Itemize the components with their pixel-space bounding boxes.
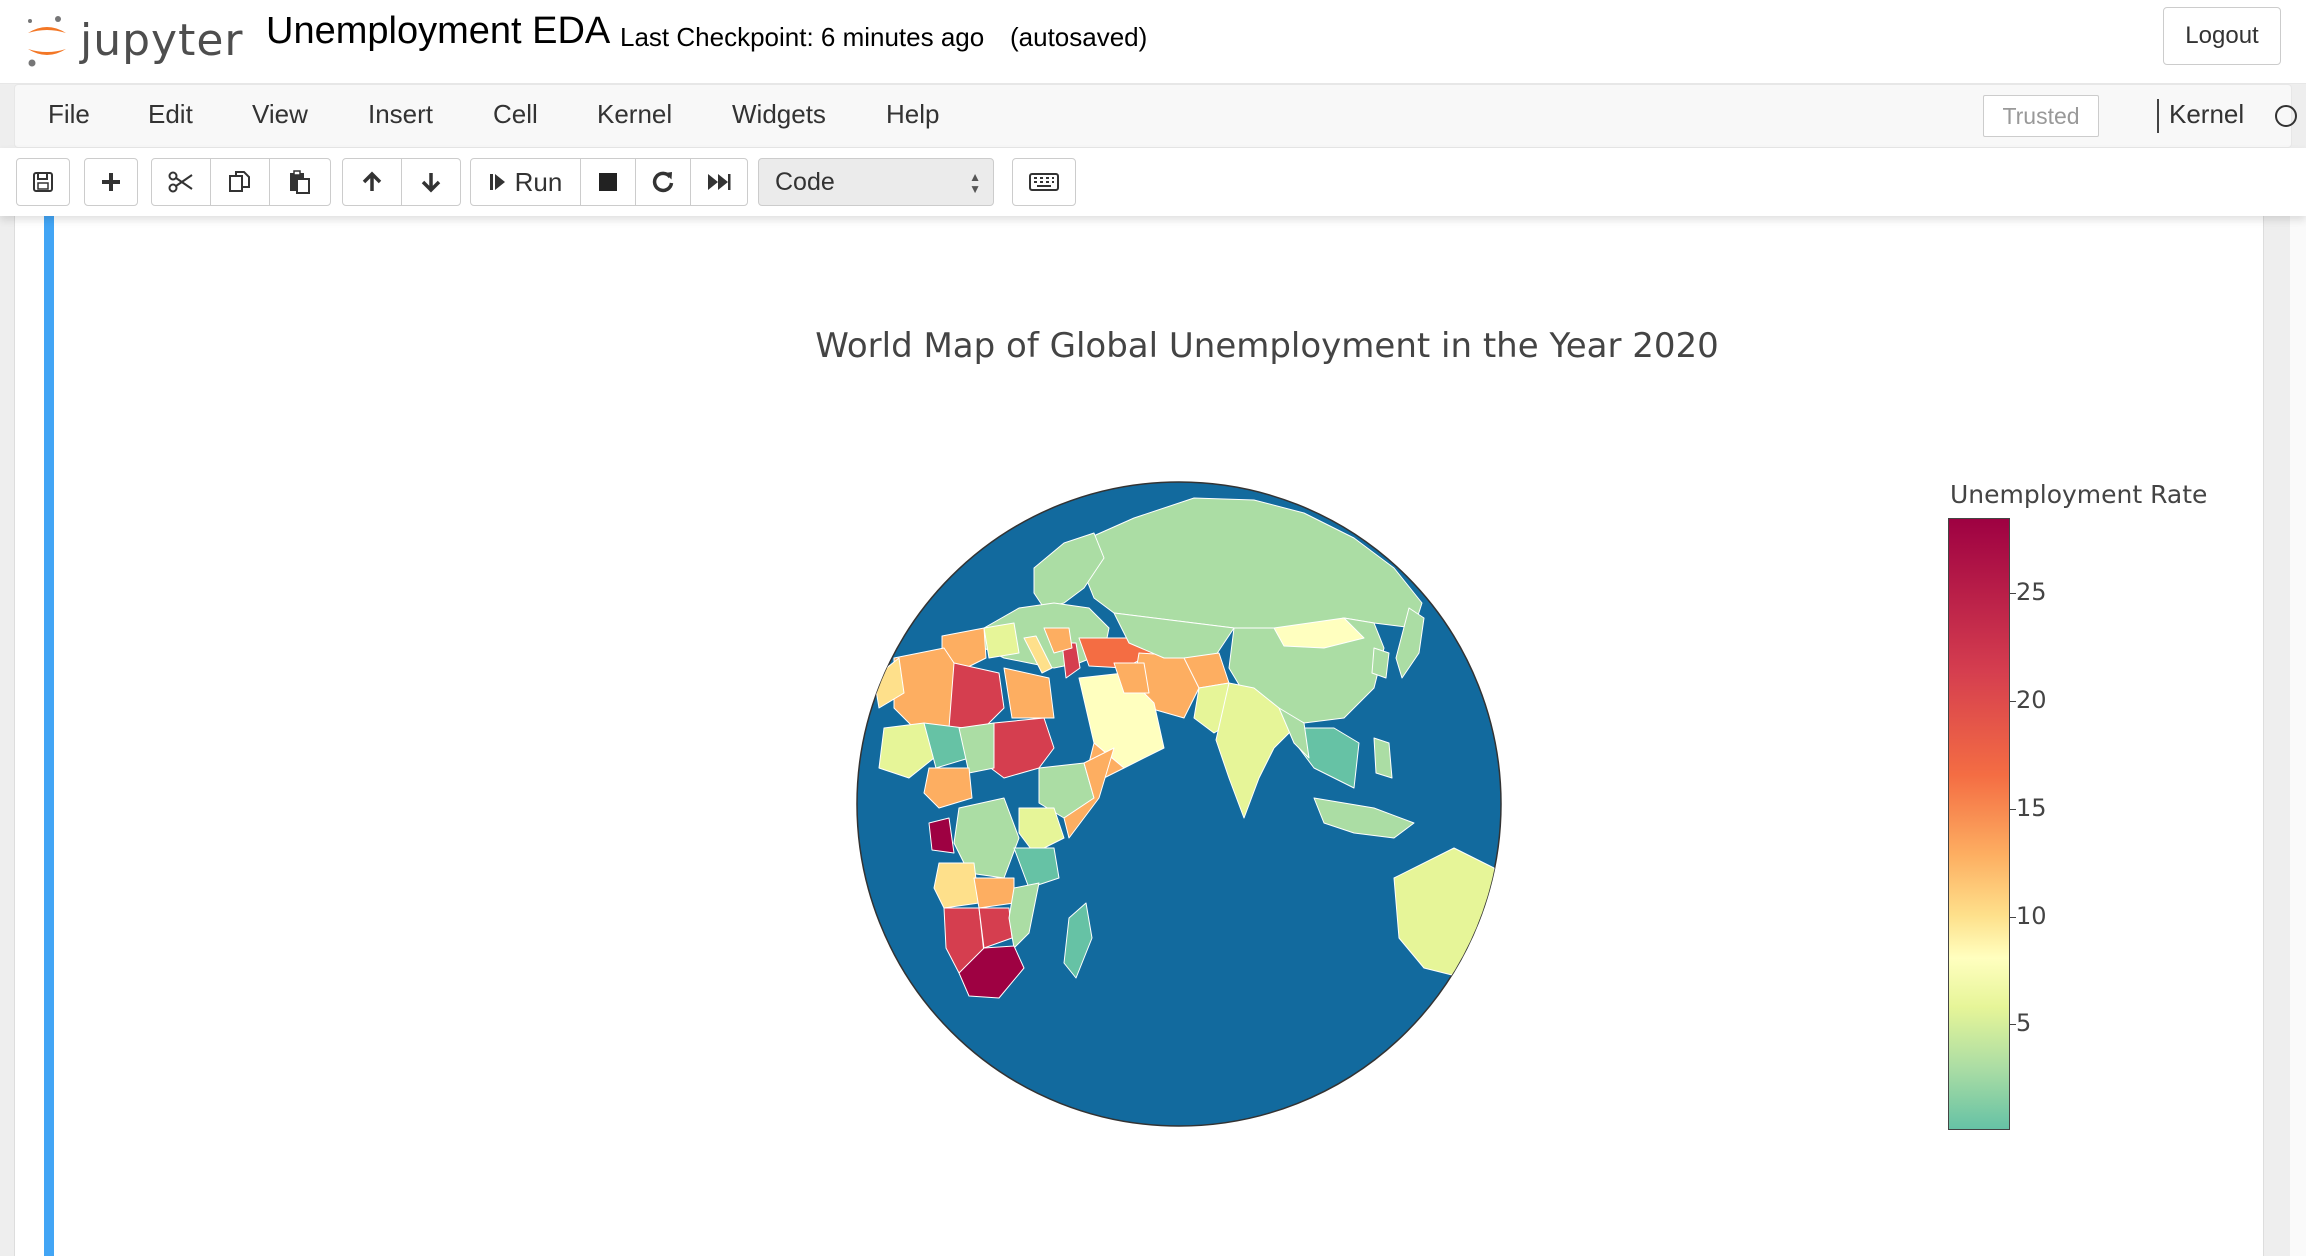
colorbar-tick-label: 5	[2016, 1009, 2032, 1038]
map-country-madagascar	[1063, 902, 1093, 979]
run-icon	[489, 174, 505, 190]
map-country-nigeria	[923, 767, 973, 809]
run-button[interactable]: Run	[470, 158, 581, 206]
map-country-libya	[948, 662, 1005, 734]
stop-icon	[599, 173, 617, 191]
fast-forward-icon	[708, 174, 731, 190]
colorbar-tick-mark	[2010, 916, 2016, 918]
restart-icon	[652, 171, 674, 193]
menu-file[interactable]: File	[48, 99, 90, 129]
notebook-title[interactable]: Unemployment EDA	[266, 10, 611, 52]
paste-button[interactable]	[269, 158, 331, 206]
kernel-idle-icon	[2275, 105, 2297, 127]
copy-button[interactable]	[210, 158, 270, 206]
notebook-header: jupyter Unemployment EDA Last Checkpoint…	[0, 0, 2306, 84]
insert-cell-button[interactable]	[84, 158, 138, 206]
command-palette-button[interactable]	[1012, 158, 1076, 206]
cut-button[interactable]	[151, 158, 211, 206]
colorbar-title: Unemployment Rate	[1950, 480, 2208, 509]
jupyter-logo-icon	[28, 16, 66, 67]
colorbar-tick-label: 20	[2016, 686, 2047, 715]
logo-text: jupyter	[80, 14, 244, 66]
map-country-chad	[958, 722, 995, 774]
map-country-gabon	[928, 817, 955, 854]
colorbar-tick-mark	[2010, 1024, 2016, 1026]
kernel-name: Kernel	[2157, 99, 2244, 133]
map-country-italy	[1023, 635, 1053, 674]
map-country-philippines	[1373, 737, 1393, 779]
move-down-button[interactable]	[401, 158, 461, 206]
map-country-india	[1215, 682, 1295, 819]
toolbar: Run Code ▲ ▼	[0, 148, 2306, 216]
map-country-france	[983, 622, 1020, 659]
map-country-myanmar	[1278, 707, 1310, 759]
map-country-japan	[1395, 607, 1425, 679]
orthographic-globe-map[interactable]	[854, 478, 1504, 1130]
menu-widgets[interactable]: Widgets	[732, 99, 826, 129]
map-country-zambia	[973, 877, 1015, 909]
copy-icon	[229, 171, 250, 192]
run-label: Run	[514, 166, 563, 197]
menu-view[interactable]: View	[252, 99, 308, 129]
map-country-angola	[933, 862, 980, 909]
colorbar-tick-mark	[2010, 593, 2016, 595]
scissors-icon	[168, 171, 193, 193]
cell-type-select[interactable]: Code ▲ ▼	[758, 158, 994, 206]
selected-cell-indicator	[44, 216, 54, 1256]
autosave-status: (autosaved)	[1010, 22, 1148, 52]
map-country-mali	[878, 722, 935, 779]
map-country-iraq	[1113, 662, 1150, 694]
menu-help[interactable]: Help	[886, 99, 940, 129]
keyboard-icon	[1029, 173, 1059, 191]
map-country-korea	[1371, 647, 1390, 679]
map-country-mongolia	[1273, 617, 1365, 649]
map-country-egypt	[1003, 667, 1055, 719]
colorbar-tick-mark	[2010, 808, 2016, 810]
logout-button[interactable]: Logout	[2163, 7, 2281, 65]
trusted-indicator[interactable]: Trusted	[1983, 95, 2099, 137]
restart-button[interactable]	[635, 158, 691, 206]
chart-title: World Map of Global Unemployment in the …	[815, 326, 1719, 366]
map-country-morocco	[873, 657, 905, 709]
paste-icon	[290, 170, 310, 194]
select-arrows-icon: ▲ ▼	[969, 170, 981, 196]
menu-insert[interactable]: Insert	[368, 99, 434, 129]
colorbar-tick-label: 10	[2016, 901, 2047, 930]
save-button[interactable]	[16, 158, 70, 206]
arrow-up-icon	[362, 171, 382, 191]
move-up-button[interactable]	[342, 158, 402, 206]
restart-run-all-button[interactable]	[690, 158, 748, 206]
menu-edit[interactable]: Edit	[148, 99, 193, 129]
cell-type-value: Code	[775, 167, 835, 196]
colorbar-tick-mark	[2010, 701, 2016, 703]
map-country-south-africa	[958, 945, 1025, 999]
map-country-tanzania	[1013, 847, 1060, 889]
arrow-down-icon	[421, 173, 441, 193]
interrupt-button[interactable]	[580, 158, 636, 206]
jupyter-logo[interactable]: jupyter	[24, 8, 244, 72]
menubar: File Edit View Insert Cell Kernel Widget…	[14, 84, 2297, 148]
colorbar-tick-label: 25	[2016, 578, 2047, 607]
map-region-southeast-asia	[1293, 727, 1360, 789]
map-country-indonesia	[1313, 797, 1415, 839]
map-country-mozambique	[1008, 882, 1040, 949]
colorbar-gradient	[1948, 518, 2010, 1130]
save-icon	[33, 172, 53, 192]
menu-cell[interactable]: Cell	[493, 99, 538, 129]
page-scrollbar[interactable]	[2290, 216, 2306, 1256]
colorbar-tick-label: 15	[2016, 793, 2047, 822]
menu-kernel[interactable]: Kernel	[597, 99, 673, 129]
map-region-balkans	[1043, 627, 1073, 654]
map-region-scandinavia	[1033, 532, 1105, 609]
checkpoint-status: Last Checkpoint: 6 minutes ago	[620, 22, 985, 52]
plus-icon	[102, 173, 120, 191]
map-country-somalia	[1063, 747, 1115, 839]
map-country-kenya	[1018, 807, 1065, 854]
